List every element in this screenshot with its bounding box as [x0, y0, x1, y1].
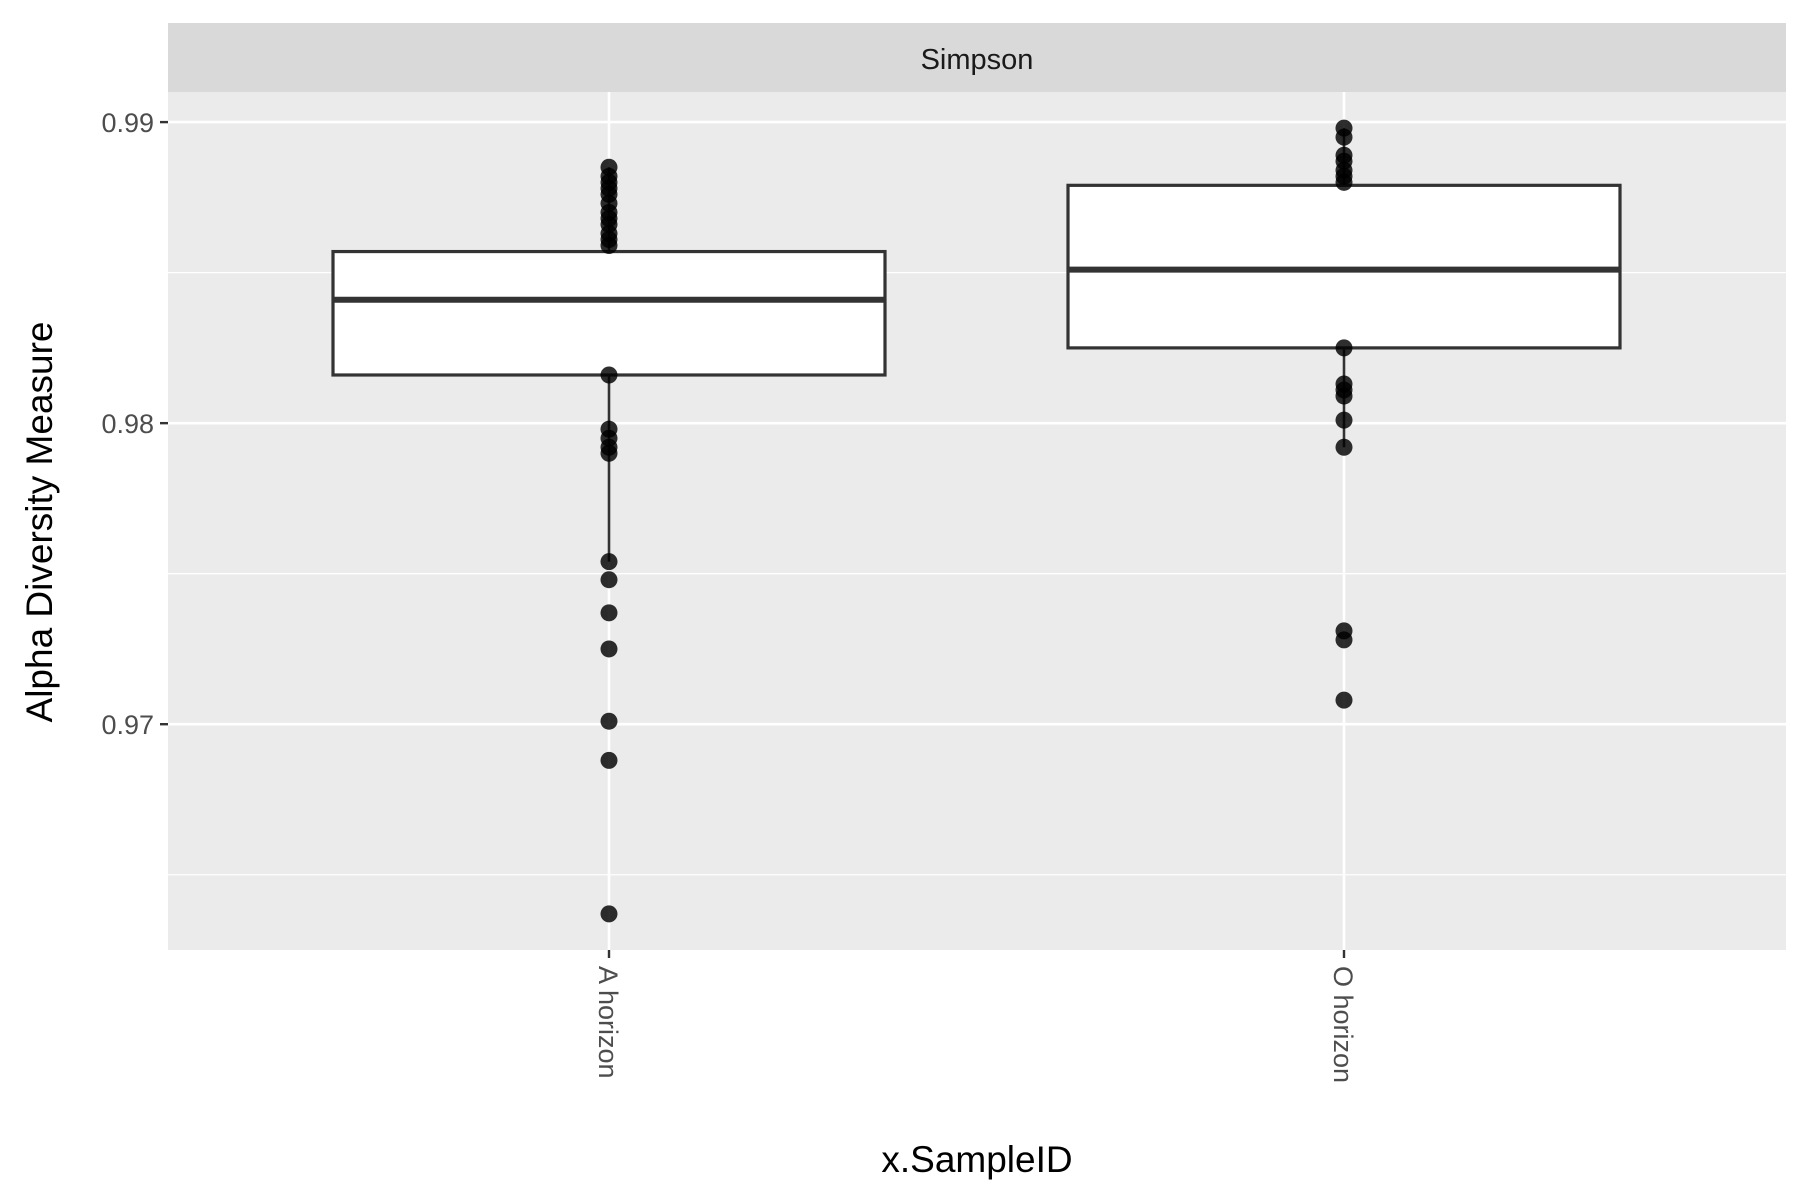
- y-tick-label: 0.99: [101, 108, 154, 138]
- data-point: [1335, 438, 1353, 456]
- data-point: [1335, 339, 1353, 357]
- data-point: [1335, 631, 1353, 649]
- data-point: [1335, 173, 1353, 191]
- y-axis-title: Alpha Diversity Measure: [19, 322, 60, 723]
- data-point: [600, 604, 618, 622]
- data-point: [600, 237, 618, 255]
- x-tick-label: O horizon: [1328, 966, 1358, 1083]
- data-point: [1335, 411, 1353, 429]
- y-tick-label: 0.97: [101, 710, 154, 740]
- data-point: [600, 366, 618, 384]
- box-iqr: [331, 249, 887, 377]
- data-point: [1335, 128, 1353, 146]
- x-axis-title: x.SampleID: [881, 1139, 1072, 1180]
- data-point: [600, 712, 618, 730]
- x-tick-label: A horizon: [593, 966, 623, 1079]
- data-point: [600, 444, 618, 462]
- facet-strip: [168, 23, 1786, 92]
- data-point: [1335, 691, 1353, 709]
- data-point: [600, 640, 618, 658]
- data-point: [600, 553, 618, 571]
- data-point: [1335, 387, 1353, 405]
- data-point: [600, 571, 618, 589]
- data-point: [600, 905, 618, 923]
- facet-strip-label: Simpson: [921, 44, 1034, 76]
- data-point: [600, 751, 618, 769]
- y-tick-label: 0.98: [101, 409, 154, 439]
- box-iqr: [1066, 183, 1622, 350]
